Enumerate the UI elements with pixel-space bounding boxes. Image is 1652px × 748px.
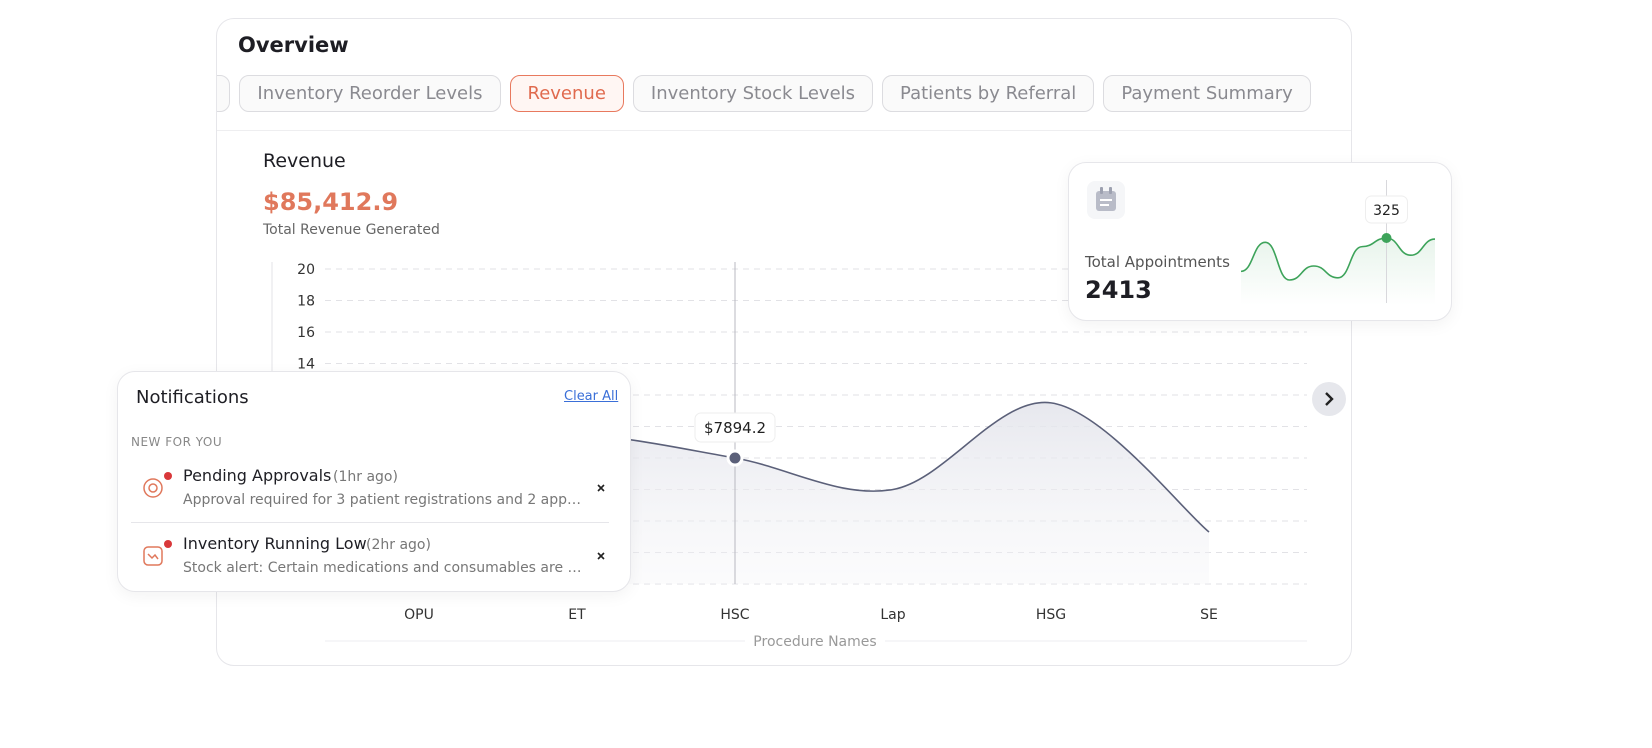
tab-bar: Details Inventory Reorder LevelsRevenueIn… xyxy=(217,75,1351,115)
sparkline-area xyxy=(1241,238,1435,305)
revenue-title: Revenue xyxy=(263,150,346,172)
sparkline-point xyxy=(1381,233,1392,243)
revenue-total: $85,412.9 xyxy=(263,188,399,216)
section-label: NEW FOR YOU xyxy=(131,435,223,449)
appointments-total: 2413 xyxy=(1085,276,1152,304)
tab-list: Details Inventory Reorder LevelsRevenueIn… xyxy=(217,75,1311,112)
icon-ring xyxy=(143,478,163,498)
notification-icon xyxy=(143,472,172,498)
unread-dot xyxy=(164,472,172,480)
tab[interactable]: Revenue xyxy=(509,75,624,112)
dismiss-button[interactable] xyxy=(594,481,608,495)
sparkline-tooltip: 325 xyxy=(1373,203,1400,219)
chart-next-button[interactable] xyxy=(1312,382,1346,416)
unread-dot xyxy=(164,540,172,548)
sparkline xyxy=(1240,237,1436,281)
tab[interactable]: Payment Summary xyxy=(1103,75,1311,112)
notification-icon xyxy=(143,540,172,566)
tab[interactable]: Inventory Reorder Levels xyxy=(239,75,501,112)
chevron-icon xyxy=(1325,392,1334,406)
notification-title: Pending Approvals xyxy=(183,466,332,485)
notification-time: (1hr ago) xyxy=(333,469,398,485)
appointments-sparkline: 325 xyxy=(1240,180,1436,305)
divider xyxy=(217,130,1351,131)
tab[interactable]: Inventory Stock Levels xyxy=(632,75,874,112)
tab[interactable]: Details xyxy=(217,75,231,112)
dismiss-icon xyxy=(597,552,605,560)
icon-wave xyxy=(147,553,159,560)
sparkline-tooltip-box xyxy=(1365,195,1408,224)
notification-text: Approval required for 3 patient registra… xyxy=(183,492,585,508)
revenue-total-label: Total Revenue Generated xyxy=(263,222,440,238)
dismiss-button[interactable] xyxy=(594,549,608,563)
icon-dot xyxy=(148,483,158,493)
notifications-panel: Notifications Clear All NEW FOR YOU Pend… xyxy=(117,371,631,592)
tab[interactable]: Patients by Referral xyxy=(882,75,1095,112)
appointments-label: Total Appointments xyxy=(1085,253,1230,271)
notifications-title: Notifications xyxy=(136,387,249,408)
notification-time: (2hr ago) xyxy=(366,537,431,553)
dismiss-icon xyxy=(597,484,605,492)
notification-item: Pending Approvals (1hr ago) Approval requi… xyxy=(131,458,609,523)
notification-item: Inventory Running Low (2hr ago) Stock aler… xyxy=(131,526,609,590)
clear-all[interactable]: Clear All xyxy=(564,389,619,404)
calendar-icon xyxy=(1087,181,1125,219)
overview-title: Overview xyxy=(238,33,349,57)
button-bg xyxy=(1312,382,1346,416)
icon-box xyxy=(143,546,163,566)
notification-text: Stock alert: Certain medications and con… xyxy=(183,560,585,576)
notification-title: Inventory Running Low xyxy=(183,534,367,553)
